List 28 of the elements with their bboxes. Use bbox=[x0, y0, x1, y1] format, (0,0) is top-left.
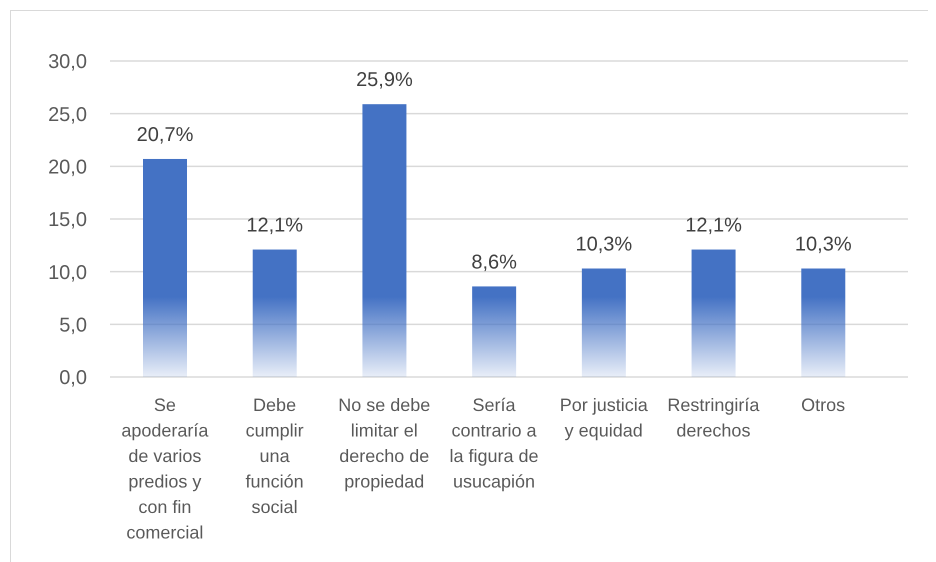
x-tick-label: Restringiría derechos bbox=[667, 395, 760, 440]
data-label: 12,1% bbox=[685, 214, 742, 237]
data-label: 20,7% bbox=[136, 124, 194, 146]
bar bbox=[692, 250, 736, 377]
y-tick-label: 0,0 bbox=[59, 367, 87, 390]
bar bbox=[143, 158, 187, 377]
bar bbox=[582, 268, 626, 377]
data-label: 25,9% bbox=[356, 69, 413, 92]
data-label: 8,6% bbox=[471, 251, 518, 274]
y-tick-label: 30,0 bbox=[48, 51, 87, 74]
data-label: 12,1% bbox=[246, 214, 304, 237]
y-tick-label: 5,0 bbox=[59, 314, 87, 336]
y-tick-label: 15,0 bbox=[48, 209, 87, 232]
bar bbox=[801, 268, 846, 377]
y-tick-label: 25,0 bbox=[48, 104, 87, 126]
y-tick-label: 10,0 bbox=[48, 262, 87, 284]
bar bbox=[362, 104, 406, 377]
x-tick-label: Sería contrario a la figura de usucapión bbox=[449, 395, 539, 492]
data-label: 10,3% bbox=[576, 234, 632, 256]
y-tick-label: 20,0 bbox=[48, 156, 87, 178]
x-tick-label: No se debe limitar el derecho de propiedad bbox=[338, 395, 430, 492]
x-tick-label: Por justicia y equidad bbox=[560, 395, 649, 440]
bar bbox=[252, 250, 297, 377]
x-tick-label: Debe cumplir una función social bbox=[246, 395, 304, 517]
bar bbox=[472, 286, 516, 377]
x-tick-label: Otros bbox=[801, 395, 846, 415]
data-label: 10,3% bbox=[794, 234, 852, 256]
x-tick-label: Se apoderaría de varios predios y con fin comercial bbox=[121, 395, 210, 542]
